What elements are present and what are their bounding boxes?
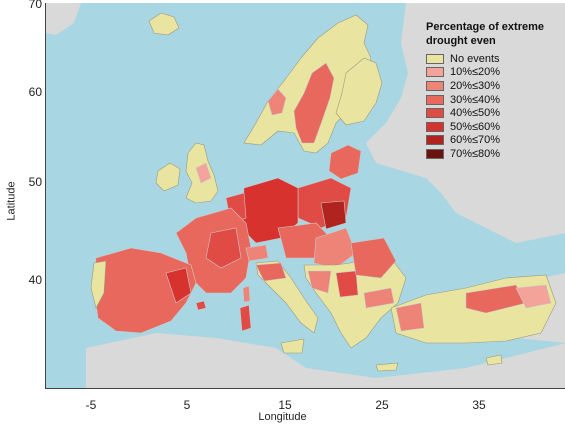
europe-drought-map bbox=[46, 3, 565, 388]
legend-item: 60%≤70% bbox=[426, 134, 561, 148]
y-tick-40: 40 bbox=[28, 273, 42, 287]
legend-label: 50%≤60% bbox=[450, 120, 501, 133]
legend-item: 20%≤30% bbox=[426, 79, 561, 93]
x-tick-35: 35 bbox=[472, 398, 486, 412]
poland-east-zone bbox=[320, 200, 347, 230]
sicily bbox=[280, 338, 305, 354]
x-tick-15: 15 bbox=[278, 398, 292, 412]
cyprus bbox=[485, 354, 503, 366]
x-tick-minus5: -5 bbox=[85, 398, 97, 412]
norway-drought-zone bbox=[267, 88, 287, 116]
iceland bbox=[148, 12, 180, 36]
russia-land bbox=[366, 3, 565, 243]
legend-label: 10%≤20% bbox=[450, 66, 501, 79]
france-central-zone bbox=[205, 227, 242, 269]
balearic-islands bbox=[195, 300, 207, 311]
north-africa-land bbox=[86, 333, 565, 388]
legend-item: No events bbox=[426, 52, 561, 66]
corsica bbox=[242, 285, 251, 303]
turkey-west-zone bbox=[395, 302, 425, 332]
legend: Percentage of extreme drought even No ev… bbox=[426, 20, 561, 161]
map-frame bbox=[45, 3, 565, 389]
iberia-east-zone bbox=[165, 267, 192, 304]
legend-item: 10%≤20% bbox=[426, 66, 561, 80]
legend-swatch bbox=[426, 135, 444, 146]
legend-swatch bbox=[426, 148, 444, 159]
serbia-zone bbox=[335, 270, 359, 298]
x-tick-5: 5 bbox=[183, 398, 191, 412]
sardinia bbox=[239, 304, 252, 332]
switzerland bbox=[245, 244, 269, 262]
finland bbox=[335, 57, 383, 126]
legend-swatch bbox=[426, 67, 444, 78]
legend-item: 70%≤80% bbox=[426, 147, 561, 161]
legend-item: 40%≤50% bbox=[426, 106, 561, 120]
legend-label: 60%≤70% bbox=[450, 134, 501, 147]
y-axis-label: Latitude bbox=[5, 181, 18, 221]
legend-swatch bbox=[426, 53, 444, 64]
hungary-slovakia bbox=[313, 227, 357, 269]
legend-item: 30%≤40% bbox=[426, 93, 561, 107]
sweden-drought-zone bbox=[293, 62, 335, 144]
crete bbox=[375, 362, 399, 372]
y-tick-60: 60 bbox=[28, 85, 42, 99]
y-tick-70: 70 bbox=[28, 0, 42, 11]
turkey-east-zone bbox=[515, 284, 552, 309]
romania bbox=[350, 237, 397, 279]
y-tick-50: 50 bbox=[28, 175, 42, 189]
uk-drought-zone bbox=[195, 162, 212, 184]
legend-label: 40%≤50% bbox=[450, 107, 501, 120]
x-axis-label: Longitude bbox=[258, 411, 307, 423]
legend-swatch bbox=[426, 80, 444, 91]
iberia bbox=[93, 247, 197, 334]
baltic-states bbox=[328, 144, 362, 180]
x-tick-25: 25 bbox=[375, 398, 389, 412]
italy-north-zone bbox=[255, 262, 287, 282]
legend-swatch bbox=[426, 94, 444, 105]
legend-item: 50%≤60% bbox=[426, 120, 561, 134]
legend-swatch bbox=[426, 108, 444, 119]
turkey-central-zone bbox=[465, 284, 527, 314]
ireland bbox=[155, 162, 181, 192]
legend-swatch bbox=[426, 121, 444, 132]
legend-label: 30%≤40% bbox=[450, 93, 501, 106]
bulgaria-zone bbox=[363, 287, 395, 309]
portugal-no-events bbox=[90, 260, 107, 309]
greenland-land bbox=[46, 3, 81, 35]
croatia-zone bbox=[307, 270, 332, 294]
legend-title: Percentage of extreme drought even bbox=[426, 21, 544, 47]
legend-label: 20%≤30% bbox=[450, 79, 501, 92]
legend-label: 70%≤80% bbox=[450, 147, 501, 160]
legend-label: No events bbox=[450, 52, 500, 65]
